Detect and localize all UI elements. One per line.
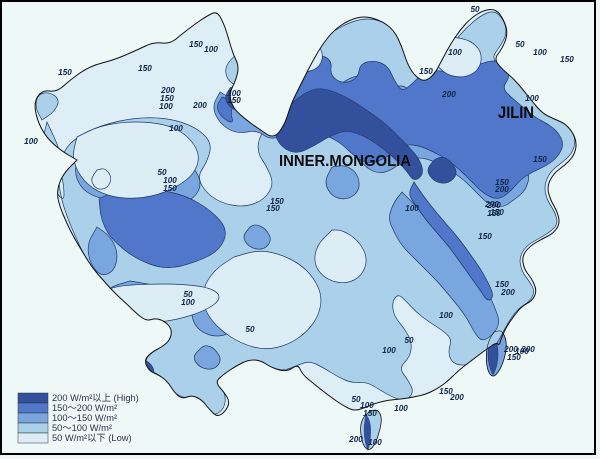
svg-text:200: 200	[441, 90, 456, 99]
svg-text:100: 100	[24, 137, 38, 146]
svg-text:100: 100	[525, 94, 539, 103]
svg-text:100: 100	[515, 347, 529, 356]
svg-text:100: 100	[181, 298, 195, 307]
svg-text:100: 100	[405, 204, 419, 213]
svg-text:100: 100	[169, 124, 183, 133]
svg-text:INNER.MONGOLIA: INNER.MONGOLIA	[279, 153, 411, 170]
svg-text:50 W/m²以下 (Low): 50 W/m²以下 (Low)	[52, 433, 132, 443]
svg-text:100: 100	[368, 438, 382, 447]
svg-text:JILIN: JILIN	[498, 103, 534, 122]
svg-text:150〜200 W/m²: 150〜200 W/m²	[52, 403, 117, 413]
svg-text:200: 200	[348, 435, 363, 444]
svg-text:100: 100	[439, 311, 453, 320]
svg-text:200 W/m²以上 (High): 200 W/m²以上 (High)	[52, 393, 139, 403]
svg-text:100: 100	[159, 102, 173, 111]
svg-text:200: 200	[449, 393, 464, 402]
svg-text:150: 150	[363, 409, 377, 418]
svg-text:150: 150	[533, 155, 547, 164]
svg-text:100: 100	[382, 346, 396, 355]
svg-text:100: 100	[204, 45, 218, 54]
svg-text:150: 150	[487, 209, 501, 218]
svg-text:50: 50	[515, 40, 525, 49]
svg-text:200: 200	[192, 101, 207, 110]
svg-text:50: 50	[404, 336, 414, 345]
svg-text:100: 100	[448, 48, 462, 57]
svg-text:100〜150 W/m²: 100〜150 W/m²	[52, 413, 117, 423]
svg-text:150: 150	[227, 96, 241, 105]
svg-text:150: 150	[266, 204, 280, 213]
svg-text:150: 150	[560, 55, 574, 64]
svg-text:100: 100	[394, 404, 408, 413]
svg-text:150: 150	[58, 68, 72, 77]
svg-text:150: 150	[163, 184, 177, 193]
svg-text:50: 50	[245, 325, 255, 334]
svg-text:150: 150	[138, 64, 152, 73]
svg-text:200: 200	[500, 288, 515, 297]
svg-text:150: 150	[478, 232, 492, 241]
svg-text:50〜100 W/m²: 50〜100 W/m²	[52, 423, 112, 433]
svg-text:100: 100	[533, 48, 547, 57]
svg-text:50: 50	[470, 5, 480, 14]
svg-text:200: 200	[494, 185, 509, 194]
svg-text:150: 150	[189, 40, 203, 49]
svg-text:150: 150	[419, 67, 433, 76]
